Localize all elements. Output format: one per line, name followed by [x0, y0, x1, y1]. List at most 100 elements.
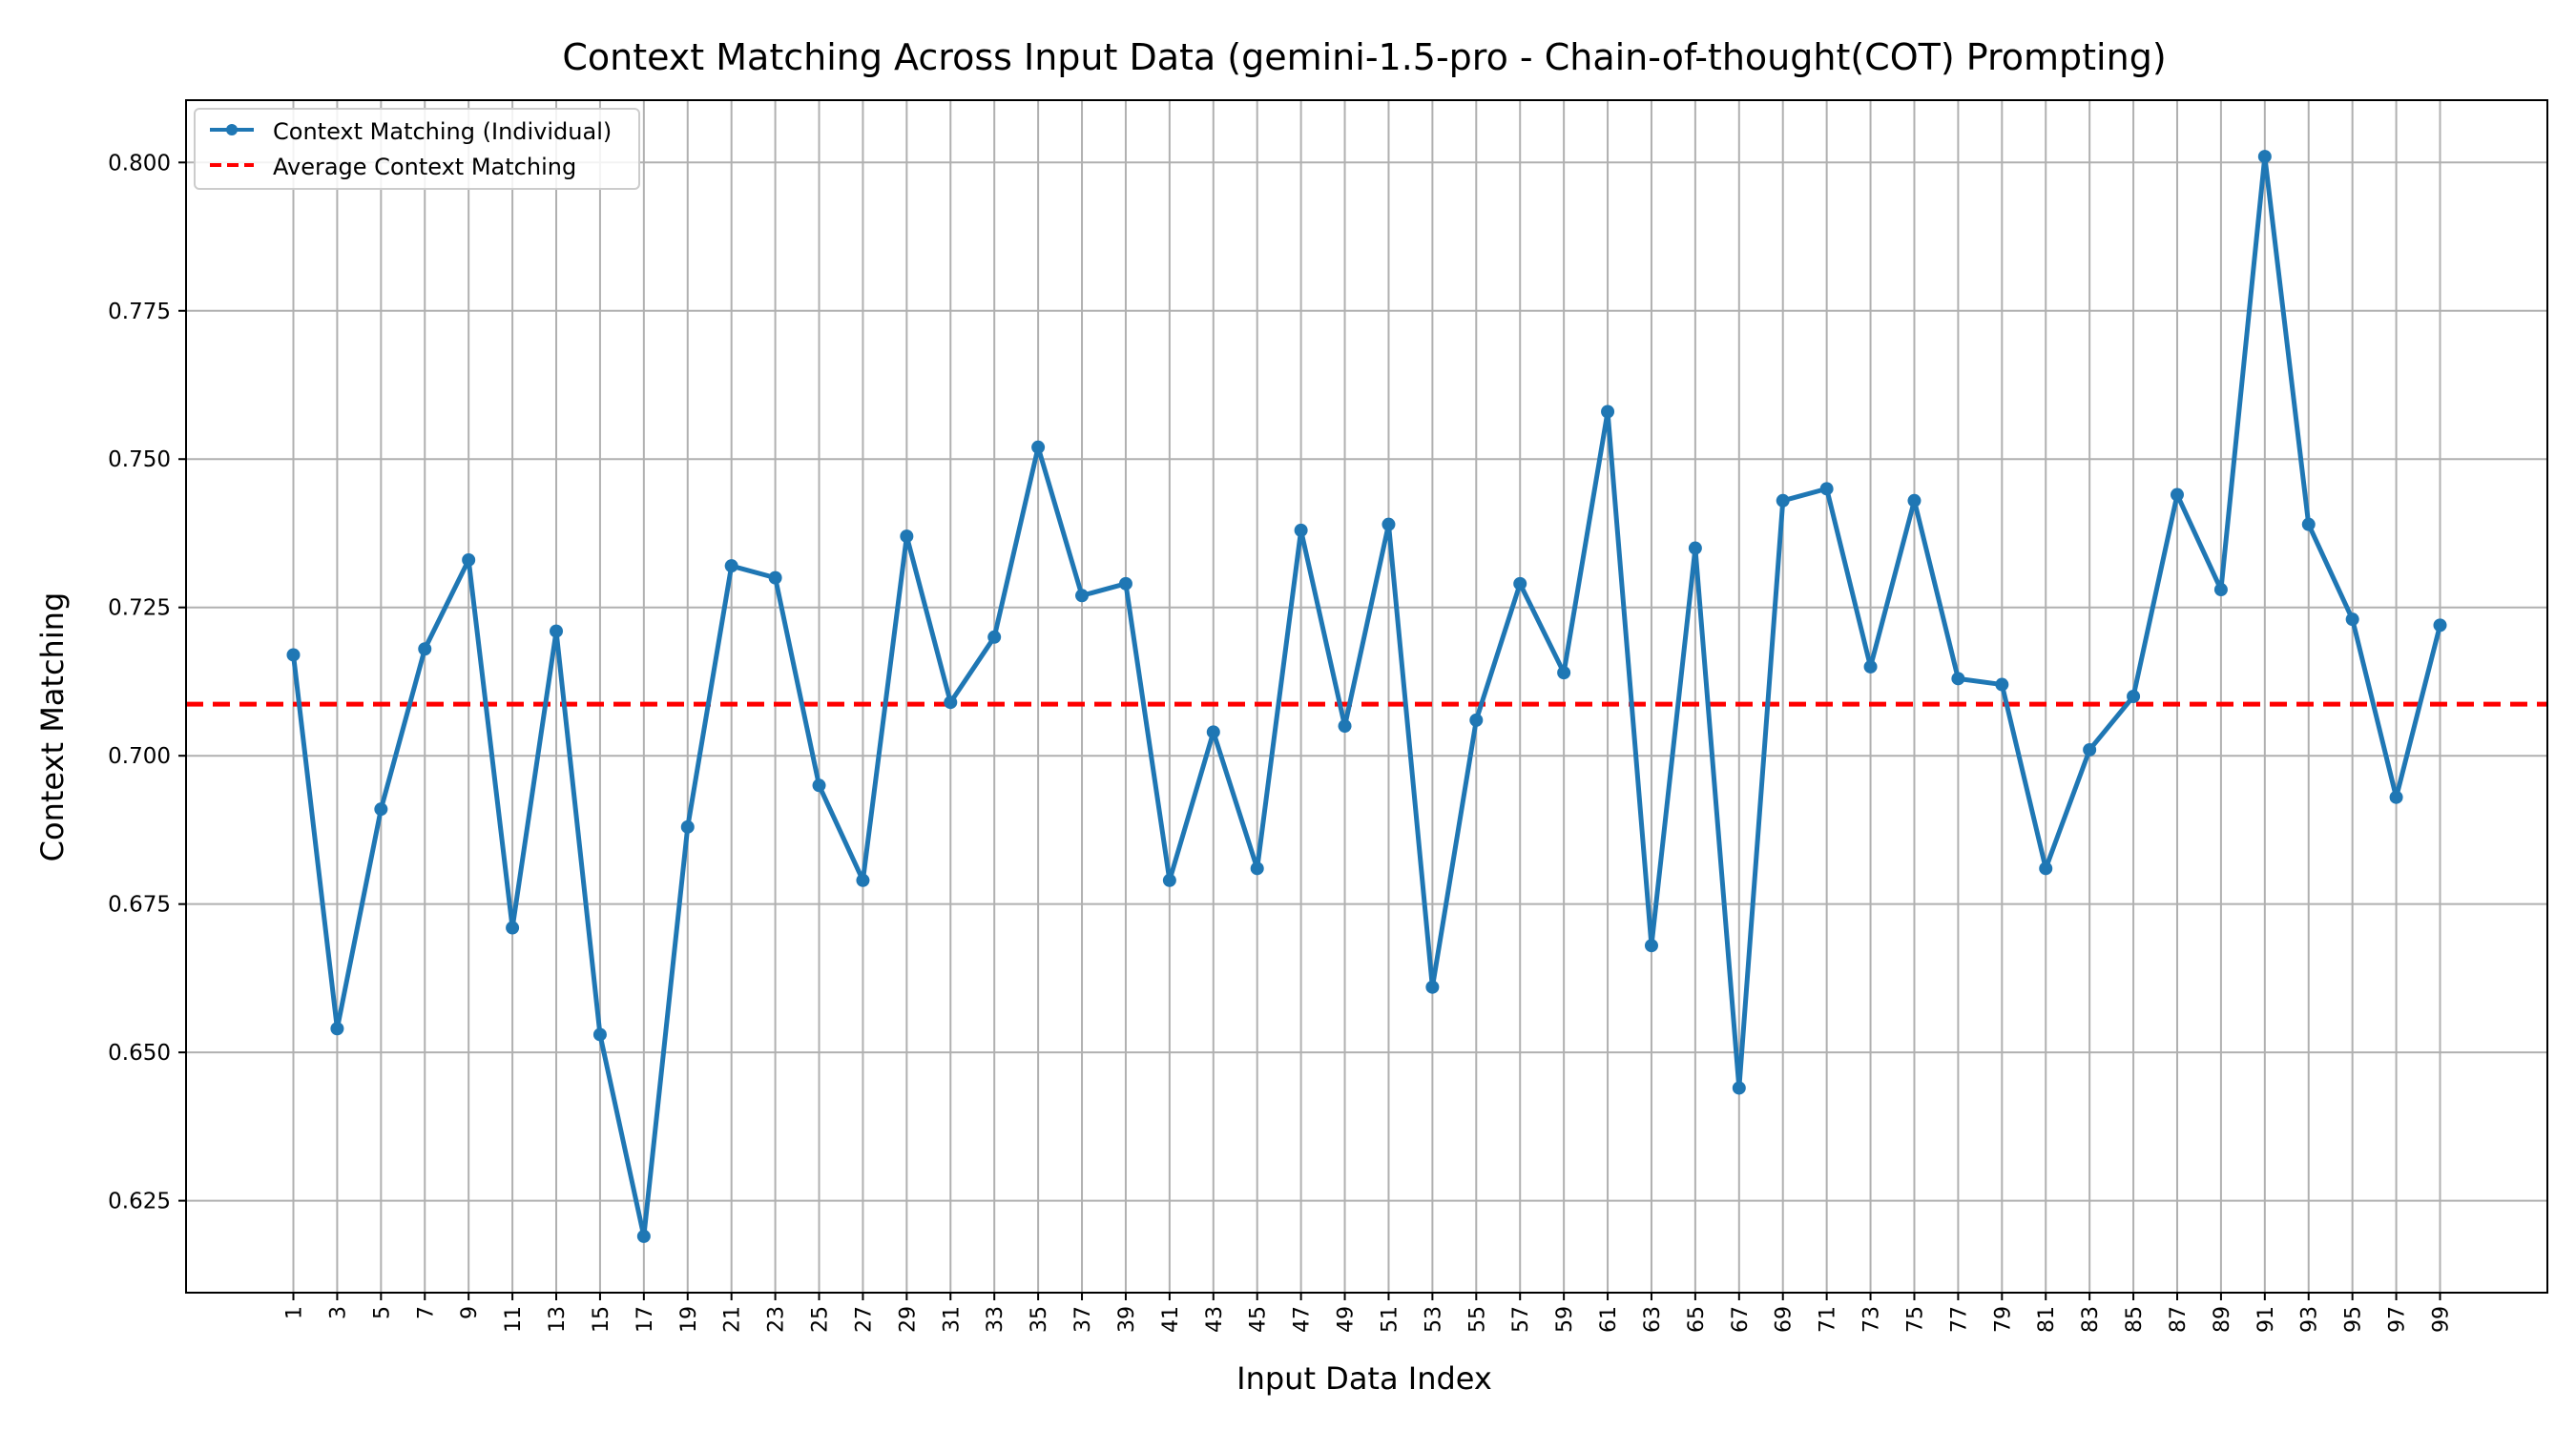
data-point — [374, 802, 388, 817]
data-point — [1469, 713, 1484, 727]
x-tick-label: 51 — [1378, 1306, 1402, 1333]
data-point — [2389, 790, 2403, 804]
y-tick-label: 0.725 — [108, 596, 171, 621]
x-tick-label: 9 — [458, 1306, 482, 1319]
data-point — [462, 552, 476, 567]
data-point — [1776, 493, 1790, 508]
x-tick-label: 69 — [1773, 1306, 1797, 1333]
data-point — [1338, 719, 1352, 734]
data-point — [286, 648, 301, 662]
x-tick-label: 55 — [1465, 1306, 1489, 1333]
x-tick-label: 11 — [502, 1306, 526, 1333]
data-point — [592, 1027, 607, 1042]
data-point — [944, 695, 958, 710]
x-tick-label: 61 — [1597, 1306, 1621, 1333]
x-tick-label: 43 — [1203, 1306, 1227, 1333]
x-tick-label: 67 — [1729, 1306, 1753, 1333]
series-line-individual — [291, 154, 2442, 1239]
data-point — [1557, 666, 1571, 680]
x-tick-label: 31 — [940, 1306, 964, 1333]
x-tick-label: 45 — [1247, 1306, 1271, 1333]
data-point — [1118, 576, 1132, 591]
x-tick-label: 71 — [1817, 1306, 1840, 1333]
y-tick-label: 0.700 — [108, 744, 171, 769]
data-point — [1075, 589, 1090, 603]
data-point — [550, 624, 564, 638]
data-point — [1732, 1081, 1746, 1095]
y-tick-label: 0.775 — [108, 300, 171, 324]
x-tick-label: 59 — [1553, 1306, 1577, 1333]
x-tick-label: 97 — [2386, 1306, 2410, 1333]
data-point — [1601, 404, 1615, 419]
x-tick-label: 27 — [852, 1306, 876, 1333]
data-point — [506, 921, 520, 935]
data-point — [1206, 725, 1220, 739]
y-axis-label: Context Matching — [34, 592, 71, 862]
y-tick-label: 0.800 — [108, 151, 171, 176]
y-tick-label: 0.675 — [108, 893, 171, 918]
data-point — [856, 873, 870, 887]
x-tick-label: 33 — [984, 1306, 1008, 1333]
data-point — [2127, 690, 2141, 703]
x-tick-label: 17 — [634, 1306, 657, 1333]
x-tick-label: 47 — [1291, 1306, 1315, 1333]
legend-label-average: Average Context Matching — [273, 154, 576, 180]
data-point — [1250, 861, 1264, 876]
x-tick-label: 75 — [1903, 1306, 1927, 1333]
x-tick-label: 85 — [2123, 1306, 2147, 1333]
x-tick-label: 1 — [283, 1306, 307, 1319]
x-tick-label: 95 — [2342, 1306, 2366, 1333]
data-point — [1644, 939, 1658, 953]
x-tick-label: 15 — [590, 1306, 613, 1333]
x-tick-label: 5 — [370, 1306, 394, 1319]
data-point — [1425, 980, 1440, 994]
data-point — [2213, 583, 2228, 597]
data-point — [900, 529, 914, 544]
x-tick-label: 13 — [546, 1306, 570, 1333]
data-point — [2257, 150, 2272, 164]
x-tick-label: 7 — [414, 1306, 438, 1319]
legend: Context Matching (Individual) Average Co… — [194, 108, 640, 190]
data-point — [2345, 612, 2359, 627]
x-tick-label: 93 — [2298, 1306, 2322, 1333]
data-point — [1294, 523, 1308, 537]
y-tick-label: 0.650 — [108, 1041, 171, 1066]
x-tick-label: 23 — [765, 1306, 789, 1333]
x-tick-label: 73 — [1860, 1306, 1884, 1333]
data-point — [1907, 493, 1922, 508]
data-point — [768, 570, 782, 585]
data-point — [330, 1022, 344, 1036]
data-point — [2433, 618, 2447, 633]
x-tick-label: 77 — [1947, 1306, 1971, 1333]
data-point — [1688, 541, 1702, 555]
x-tick-label: 87 — [2167, 1306, 2191, 1333]
grid — [186, 100, 2547, 1293]
data-point — [812, 778, 826, 793]
x-tick-label: 91 — [2254, 1306, 2278, 1333]
legend-marker-individual — [226, 124, 238, 135]
x-axis-label: Input Data Index — [1236, 1360, 1492, 1397]
x-tick-label: 25 — [809, 1306, 833, 1333]
data-point — [1162, 873, 1176, 887]
chart-title: Context Matching Across Input Data (gemi… — [562, 36, 2166, 78]
data-point — [1863, 659, 1878, 674]
y-axis-ticks: 0.625 0.650 0.675 0.700 0.725 0.750 0.775 0.800 — [108, 151, 186, 1214]
x-axis-ticks: 1 3 5 7 9 11 13 15 17 19 21 23 25 27 29 31 33 35 37 39 41 43 4… — [283, 1293, 2454, 1333]
x-tick-label: 21 — [721, 1306, 745, 1333]
x-tick-label: 49 — [1335, 1306, 1359, 1333]
legend-box — [194, 108, 640, 190]
x-tick-label: 89 — [2211, 1306, 2234, 1333]
x-tick-label: 65 — [1685, 1306, 1709, 1333]
series-layer — [286, 150, 2447, 1243]
plot-frame — [185, 99, 2548, 1294]
data-point — [2170, 487, 2184, 502]
x-tick-label: 83 — [2079, 1306, 2103, 1333]
y-tick-label: 0.625 — [108, 1190, 171, 1214]
data-point — [1951, 672, 1965, 686]
x-tick-label: 81 — [2035, 1306, 2059, 1333]
y-tick-label: 0.750 — [108, 447, 171, 472]
data-point — [636, 1229, 651, 1243]
data-point — [987, 630, 1002, 644]
x-tick-label: 53 — [1422, 1306, 1445, 1333]
